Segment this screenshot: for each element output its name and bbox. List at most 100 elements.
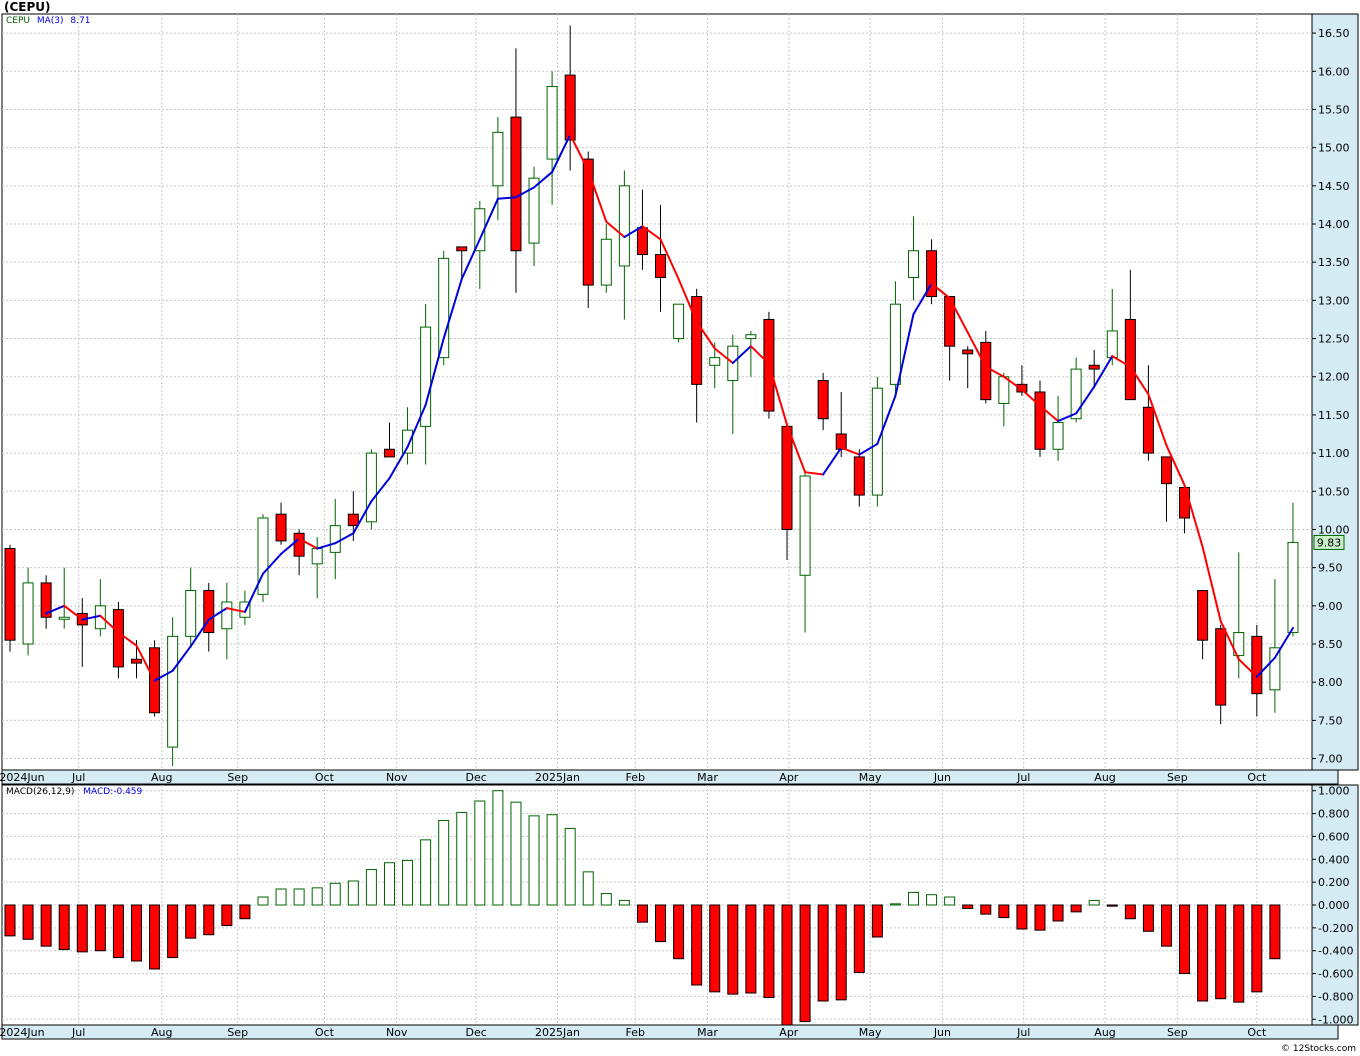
ma-segment	[1219, 620, 1240, 661]
macd-xtick-label: Aug	[1094, 1026, 1115, 1039]
ma-segment	[641, 225, 662, 241]
macd-bar-positive	[510, 801, 522, 906]
candle-body-down	[1251, 635, 1263, 695]
candle-body-down	[926, 250, 938, 298]
footer-credit: © 12Stocks.com	[1281, 1044, 1356, 1054]
candle-body-down	[655, 254, 667, 278]
macd-ytick-label: 0.200	[1318, 876, 1350, 889]
macd-bar-negative	[185, 904, 197, 939]
macd-legend: MACD(26,12,9) MACD:-0.459	[6, 787, 142, 797]
candle-body-up	[1106, 330, 1118, 359]
candle	[745, 330, 757, 377]
macd-bar-negative	[4, 904, 16, 937]
legend-symbol: CEPU	[6, 16, 30, 26]
candle	[1160, 456, 1172, 522]
candle	[1088, 350, 1100, 389]
candle-body-up	[546, 86, 558, 160]
candle-body-up	[221, 601, 233, 630]
candle-body-down	[1160, 456, 1172, 485]
macd-bar-positive	[889, 903, 901, 906]
candle-body-down	[293, 532, 305, 557]
price-xaxis-bg	[1, 769, 1339, 785]
candle-body-down	[4, 548, 16, 641]
price-xtick-label: Nov	[386, 771, 408, 784]
candle-body-down	[691, 296, 703, 385]
ma-segment	[713, 347, 734, 364]
price-xtick-label: 2025Jan	[535, 771, 580, 784]
candle-body-up	[799, 475, 811, 576]
price-xtick-label: Mar	[697, 771, 718, 784]
candle	[1124, 269, 1136, 401]
candle-body-down	[1124, 318, 1136, 401]
macd-xtick-label: Apr	[779, 1026, 799, 1039]
macd-xaxis-bg	[1, 1024, 1339, 1040]
macd-bar-positive	[582, 871, 594, 906]
macd-xtick-label: Jun	[933, 1026, 951, 1039]
macd-bar-negative	[1052, 904, 1064, 922]
macd-bar-negative	[1106, 904, 1118, 907]
macd-bar-negative	[1197, 904, 1209, 1002]
ma-segment	[1002, 375, 1023, 391]
candle	[4, 544, 16, 652]
candle	[58, 567, 70, 629]
ma-segment	[81, 614, 102, 621]
candle	[673, 303, 685, 343]
candle-body-down	[853, 456, 865, 496]
legend-ma-label: MA(3)	[36, 16, 64, 26]
ma-segment	[659, 238, 680, 280]
candle-body-up	[998, 376, 1010, 404]
macd-bar-negative	[1251, 904, 1263, 993]
candle	[420, 304, 432, 465]
price-xtick-label: Oct	[1247, 771, 1267, 784]
ma-segment	[63, 604, 84, 621]
price-x-ticks: 2024Jun Jul Aug Sep Oct Nov Dec 2025Jan Feb Mar Ap…	[0, 771, 1267, 784]
macd-ytick-label: -0.400	[1318, 945, 1353, 958]
macd-bar-negative	[22, 904, 34, 940]
candle-body-up	[600, 238, 612, 286]
price-ytick-label: 11.00	[1318, 447, 1350, 460]
candle-body-up	[1052, 422, 1064, 450]
macd-xtick-label: May	[859, 1026, 882, 1039]
candle-body-up	[329, 525, 341, 553]
macd-bar-negative	[817, 904, 829, 1002]
ma-segment	[966, 331, 987, 368]
ma-segment	[117, 631, 138, 647]
candle	[329, 498, 341, 580]
price-ytick-label: 12.00	[1318, 371, 1350, 384]
macd-y-ticks: -1.000 -0.800 -0.600 -0.400 -0.200 0.000 0.200…	[1312, 785, 1353, 1026]
candle	[817, 372, 829, 431]
price-ytick-label: 9.50	[1318, 562, 1343, 575]
ma-segment	[587, 169, 608, 223]
macd-xtick-label: 2025Jan	[535, 1026, 580, 1039]
macd-bar-negative	[1160, 904, 1172, 947]
ma-segment	[334, 532, 355, 545]
macd-bar-negative	[781, 904, 793, 1026]
ma-segment	[912, 282, 933, 316]
macd-xtick-label: Mar	[697, 1026, 718, 1039]
price-ytick-label: 9.00	[1318, 600, 1343, 613]
candle-body-down	[781, 425, 793, 530]
candle	[456, 246, 468, 282]
ma-segment	[442, 277, 463, 340]
macd-ytick-label: -1.000	[1318, 1013, 1353, 1026]
candle-body-down	[944, 296, 956, 347]
macd-ytick-label: 0.600	[1318, 830, 1350, 843]
price-ytick-label: 8.50	[1318, 638, 1343, 651]
candle	[383, 422, 395, 458]
macd-bar-negative	[203, 904, 215, 936]
macd-bar-positive	[311, 887, 323, 906]
ma-segment	[1111, 355, 1132, 368]
macd-bar-negative	[1124, 904, 1136, 920]
macd-ytick-label: 1.000	[1318, 785, 1350, 798]
macd-bar-negative	[673, 904, 685, 960]
candle	[402, 407, 414, 465]
candle	[1287, 502, 1299, 637]
macd-bar-positive	[456, 811, 468, 906]
candle	[1197, 590, 1209, 660]
price-ytick-label: 14.00	[1318, 218, 1350, 231]
candle-body-down	[817, 380, 829, 420]
ma-segment	[1093, 355, 1114, 388]
ma-segment	[243, 572, 264, 613]
ma-segment	[189, 618, 210, 648]
candle-body-down	[40, 582, 52, 618]
